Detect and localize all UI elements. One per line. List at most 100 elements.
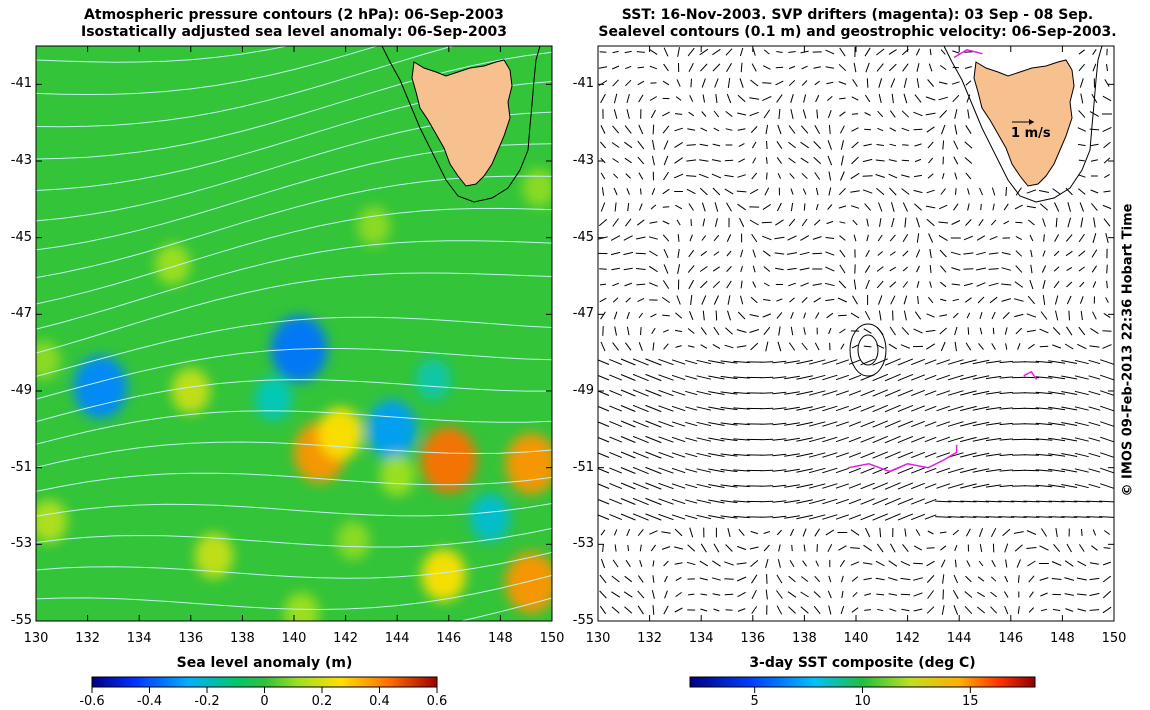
velocity-arrow-247 [800, 157, 809, 164]
velocity-arrow-279 [789, 173, 795, 179]
velocity-arrow-1375 [751, 589, 757, 600]
velocity-arrow-101 [626, 93, 630, 104]
velocity-arrow-490 [963, 252, 974, 255]
velocity-arrow-909 [1074, 406, 1089, 411]
velocity-arrow-136 [650, 109, 656, 119]
pressure-contour-0 [36, 46, 290, 63]
velocity-arrow-1288 [686, 561, 696, 566]
velocity-arrow-644 [838, 314, 847, 317]
velocity-arrow-1020 [924, 452, 937, 458]
sla-anomaly-5 [155, 243, 191, 286]
velocity-arrow-1358 [1051, 578, 1062, 580]
velocity-arrow-1214 [789, 528, 795, 537]
velocity-arrow-624 [1105, 297, 1109, 303]
velocity-arrow-120 [864, 94, 871, 103]
velocity-arrow-1009 [784, 453, 800, 457]
velocity-arrow-576 [1014, 281, 1024, 288]
sla-anomaly-18 [36, 499, 68, 544]
velocity-arrow-582 [1092, 281, 1097, 288]
velocity-arrow-314 [815, 187, 819, 196]
velocity-arrow-1007 [760, 454, 774, 456]
velocity-arrow-1408 [652, 605, 655, 615]
velocity-arrow-872 [609, 405, 622, 412]
velocity-arrow-580 [1066, 281, 1073, 288]
velocity-arrow-765 [808, 359, 826, 365]
velocity-arrow-58 [916, 63, 920, 72]
velocity-map-panel [597, 45, 1115, 622]
velocity-arrow-817 [947, 374, 964, 381]
velocity-arrow-1325 [637, 575, 644, 583]
velocity-arrow-728 [863, 345, 872, 348]
velocity-arrow-419 [1103, 218, 1111, 227]
velocity-arrow-81 [788, 79, 796, 87]
velocity-arrow-889 [822, 405, 838, 412]
velocity-arrow-614 [977, 296, 985, 304]
velocity-arrow-277 [766, 172, 768, 180]
velocity-arrow-1155 [1073, 500, 1090, 503]
velocity-arrow-969 [796, 437, 813, 442]
velocity-arrow-211 [766, 140, 768, 150]
velocity-arrow-753 [658, 358, 674, 366]
velocity-arrow-495 [1030, 249, 1033, 258]
sla-anomaly-4 [171, 368, 211, 414]
velocity-arrow-18 [825, 49, 835, 55]
velocity-arrow-901 [972, 406, 990, 411]
velocity-arrow-1123 [671, 498, 686, 505]
velocity-arrow-837 [685, 390, 698, 396]
velocity-arrow-363 [914, 203, 922, 211]
velocity-arrow-1252 [749, 546, 759, 550]
velocity-arrow-1416 [751, 606, 758, 614]
velocity-arrow-1029 [1035, 453, 1053, 457]
velocity-arrow-641 [803, 312, 806, 319]
velocity-arrow-1131 [772, 500, 787, 503]
velocity-arrow-1180 [872, 513, 888, 521]
velocity-arrow-1011 [808, 452, 826, 458]
velocity-arrow-599 [789, 297, 795, 303]
velocity-arrow-327 [979, 187, 983, 196]
velocity-arrow-667 [614, 326, 617, 336]
velocity-arrow-487 [929, 248, 932, 259]
velocity-arrow-1209 [727, 527, 731, 538]
velocity-arrow-1077 [609, 482, 622, 490]
drifter-2 [1023, 370, 1038, 380]
velocity-arrow-1305 [900, 560, 911, 567]
velocity-arrow-158 [925, 112, 936, 116]
velocity-arrow-1132 [784, 499, 800, 504]
velocity-arrow-1228 [965, 528, 971, 537]
velocity-arrow-407 [951, 220, 961, 225]
velocity-arrow-1346 [900, 577, 911, 581]
velocity-arrow-254 [888, 159, 897, 162]
velocity-arrow-140 [701, 111, 707, 117]
velocity-arrow-670 [651, 327, 656, 335]
velocity-arrow-492 [988, 252, 999, 255]
velocity-arrow-10 [725, 48, 733, 56]
velocity-arrow-1261 [863, 544, 872, 552]
velocity-arrow-180 [788, 125, 796, 134]
velocity-arrow-561 [824, 282, 835, 287]
velocity-arrow-1320 [1089, 562, 1099, 565]
velocity-arrow-1200 [613, 529, 618, 536]
velocity-arrow-99 [600, 93, 606, 104]
eddy-contour [849, 323, 887, 377]
velocity-arrow-297 [601, 187, 605, 196]
velocity-arrow-1248 [700, 543, 707, 553]
velocity-arrow-507 [663, 264, 669, 274]
velocity-arrow-144 [749, 111, 759, 117]
velocity-arrow-1283 [625, 559, 631, 568]
sla-xtick-label-140: 140 [281, 631, 307, 646]
velocity-arrow-68 [625, 79, 632, 87]
velocity-arrow-1263 [889, 543, 896, 553]
velocity-arrow-1294 [765, 558, 769, 569]
velocity-arrow-155 [889, 110, 896, 118]
sla-colorbar [91, 676, 438, 693]
velocity-arrow-957 [645, 435, 662, 444]
velocity-arrow-749 [609, 358, 622, 366]
pressure-contour-2 [36, 46, 455, 128]
velocity-arrow-1154 [1061, 500, 1078, 503]
velocity-arrow-1001 [685, 452, 698, 458]
velocity-arrow-952 [1100, 421, 1114, 427]
velocity-arrow-232 [612, 158, 619, 163]
velocity-arrow-324 [940, 188, 946, 195]
velocity-arrow-1090 [772, 484, 787, 488]
velocity-arrow-282 [828, 171, 832, 181]
